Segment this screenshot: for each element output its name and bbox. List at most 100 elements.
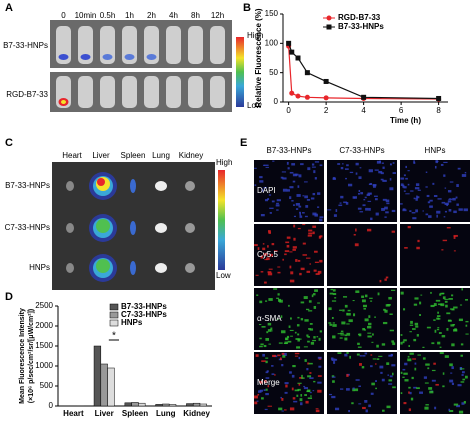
cell-signal (445, 305, 448, 308)
cell-signal (332, 317, 334, 319)
cell-signal (431, 342, 434, 344)
cell-signal (422, 347, 424, 348)
cell-signal (298, 206, 301, 208)
x-tick-label: 0 (286, 106, 291, 115)
cell-signal (452, 383, 454, 385)
cell-signal (362, 299, 366, 302)
signal (59, 54, 69, 60)
cell-signal (400, 342, 402, 345)
legend-swatch (110, 320, 118, 326)
cell-signal (414, 198, 416, 200)
cell-signal (401, 334, 403, 336)
cell-signal (349, 356, 351, 359)
cell-signal (285, 385, 287, 388)
cell-signal (329, 394, 332, 395)
cell-signal (446, 312, 450, 314)
cell-signal (268, 273, 272, 276)
cell-signal (303, 386, 305, 387)
column-label: C7-33-HNPs (339, 146, 384, 155)
legend-marker (327, 25, 332, 30)
organ-label: Spleen (121, 151, 146, 160)
cell-signal (259, 338, 261, 340)
legend-label: HNPs (121, 318, 143, 327)
cell-signal (402, 377, 404, 378)
cell-signal (401, 292, 404, 295)
cell-signal (292, 249, 296, 251)
tube (166, 76, 181, 108)
cell-signal (261, 397, 264, 399)
bar (156, 404, 163, 406)
cell-signal (346, 388, 350, 391)
cell-signal (281, 398, 283, 401)
cell-signal (311, 342, 314, 345)
marker (305, 95, 310, 100)
cell-signal (348, 410, 350, 412)
cell-signal (386, 277, 388, 279)
cell-signal (441, 249, 443, 250)
cell-signal (296, 346, 300, 348)
cell-signal (268, 406, 272, 407)
cell-signal (403, 373, 407, 375)
cell-signal (258, 390, 261, 392)
cell-signal (429, 200, 432, 202)
cell-signal (378, 171, 382, 173)
cell-signal (428, 215, 431, 218)
cell-signal (293, 225, 295, 228)
cell-signal (450, 324, 454, 326)
legend-swatch (110, 312, 118, 318)
cell-signal (362, 407, 366, 409)
cell-signal (368, 323, 371, 325)
cell-signal (328, 307, 331, 310)
cell-signal (282, 259, 284, 261)
cell-signal (298, 260, 300, 262)
cell-signal (408, 345, 410, 347)
cell-signal (418, 190, 421, 191)
cell-signal (268, 344, 271, 345)
cell-signal (404, 174, 406, 176)
cell-signal (331, 396, 335, 398)
cell-signal (392, 231, 395, 233)
cell-signal (389, 313, 392, 315)
tube (188, 76, 203, 108)
cell-signal (306, 401, 309, 404)
cell-signal (293, 246, 297, 248)
cell-signal (310, 323, 313, 325)
cell-signal (403, 308, 405, 310)
cell-signal (425, 382, 429, 383)
cell-signal (281, 177, 284, 179)
cell-signal (340, 334, 344, 335)
cell-signal (384, 279, 386, 281)
cell-signal (313, 336, 315, 338)
cell-signal (265, 300, 267, 301)
cell-signal (375, 198, 378, 200)
cell-signal (289, 196, 291, 199)
cell-signal (434, 407, 436, 410)
cell-signal (393, 172, 396, 174)
cell-signal (368, 315, 370, 318)
organ-label: Heart (62, 151, 82, 160)
row-label: Cy5.5 (257, 250, 278, 259)
cell-signal (345, 305, 348, 308)
cell-signal (320, 330, 322, 332)
cell-signal (290, 407, 294, 410)
column-label: B7-33-HNPs (267, 146, 312, 155)
cell-signal (409, 331, 411, 332)
cell-signal (318, 271, 322, 274)
cell-signal (314, 251, 318, 253)
signal (81, 54, 91, 60)
cell-signal (426, 172, 428, 173)
cell-signal (447, 227, 451, 228)
cell-signal (414, 297, 418, 299)
cell-signal (293, 204, 295, 206)
cell-signal (269, 269, 273, 270)
cell-signal (440, 352, 444, 354)
cell-signal (318, 357, 322, 359)
cell-signal (435, 166, 437, 169)
row-label: α-SMA (257, 314, 282, 323)
cell-signal (301, 318, 303, 320)
cell-signal (450, 308, 454, 309)
cell-signal (426, 213, 429, 215)
cell-signal (268, 232, 271, 234)
cell-signal (332, 300, 336, 301)
cell-signal (345, 178, 347, 179)
